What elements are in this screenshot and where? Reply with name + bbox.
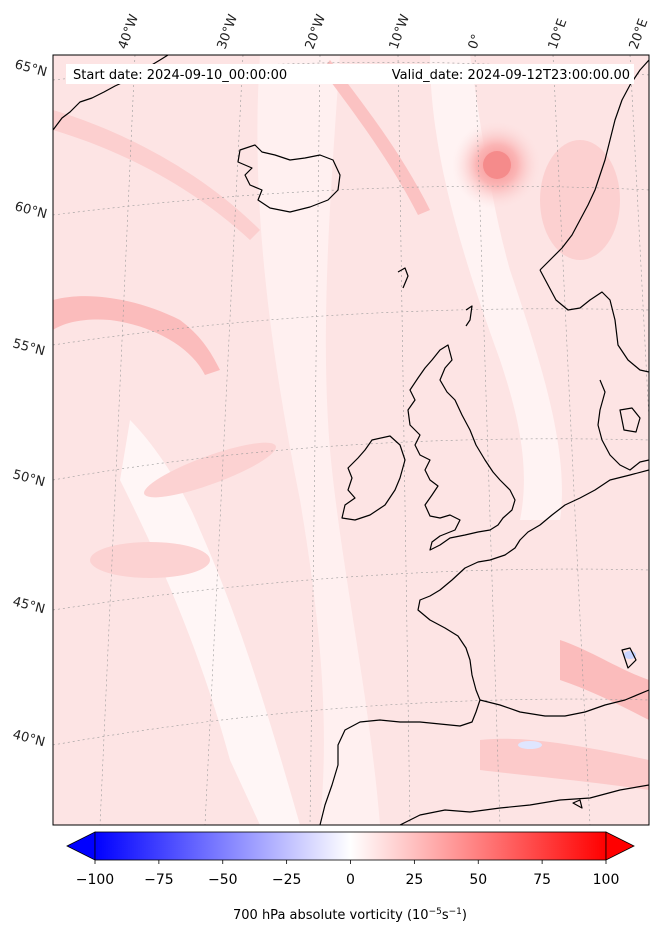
vorticity-field — [53, 55, 649, 825]
lat-label-45n: 45°N — [11, 594, 47, 617]
colorbar-tick-label: −75 — [144, 872, 174, 888]
graticule — [53, 55, 649, 825]
lon-label-20e: 20°E — [627, 17, 652, 52]
lon-label-40w: 40°W — [116, 12, 142, 51]
colorbar-gradient — [94, 831, 607, 861]
colorbar-tick-label: −100 — [76, 872, 114, 888]
lat-label-50n: 50°N — [11, 467, 47, 490]
colorbar-title: 700 hPa absolute vorticity (10−5s−1) — [233, 907, 467, 923]
colorbar-min-extend — [66, 831, 96, 861]
colorbar-tick-label: 75 — [533, 872, 551, 888]
valid-date-label: Valid_date: 2024-09-12T23:00:00.00 — [392, 68, 630, 83]
lat-label-65n: 65°N — [13, 57, 49, 80]
lat-label-40n: 40°N — [11, 727, 47, 750]
start-date-label: Start date: 2024-09-10_00:00:00 — [73, 68, 287, 83]
lon-label-10w: 10°W — [387, 12, 413, 51]
colorbar-tick-label: −50 — [208, 872, 238, 888]
lat-label-55n: 55°N — [11, 336, 47, 359]
colorbar-tick-label: 50 — [469, 872, 487, 888]
lon-label-20w: 20°W — [303, 12, 329, 51]
colorbar-tick-label: 25 — [405, 872, 423, 888]
lat-label-60n: 60°N — [13, 199, 49, 222]
colorbar: −100 −75 −50 −25 0 25 50 75 100 700 hPa absolute… — [66, 831, 635, 923]
lon-label-10e: 10°E — [546, 17, 571, 52]
coastlines — [53, 55, 649, 825]
lon-label-0: 0° — [466, 32, 485, 51]
lon-label-30w: 30°W — [215, 12, 241, 51]
header-banner — [66, 64, 634, 84]
colorbar-ticks: −100 −75 −50 −25 0 25 50 75 100 — [76, 860, 620, 888]
longitude-labels: 40°W 30°W 20°W 10°W 0° 10°E 20°E — [116, 12, 652, 51]
colorbar-max-extend — [605, 831, 635, 861]
colorbar-tick-label: −25 — [272, 872, 302, 888]
colorbar-tick-label: 0 — [346, 872, 355, 888]
colorbar-tick-label: 100 — [593, 872, 620, 888]
latitude-labels: 65°N 60°N 55°N 50°N 45°N 40°N — [11, 57, 49, 750]
